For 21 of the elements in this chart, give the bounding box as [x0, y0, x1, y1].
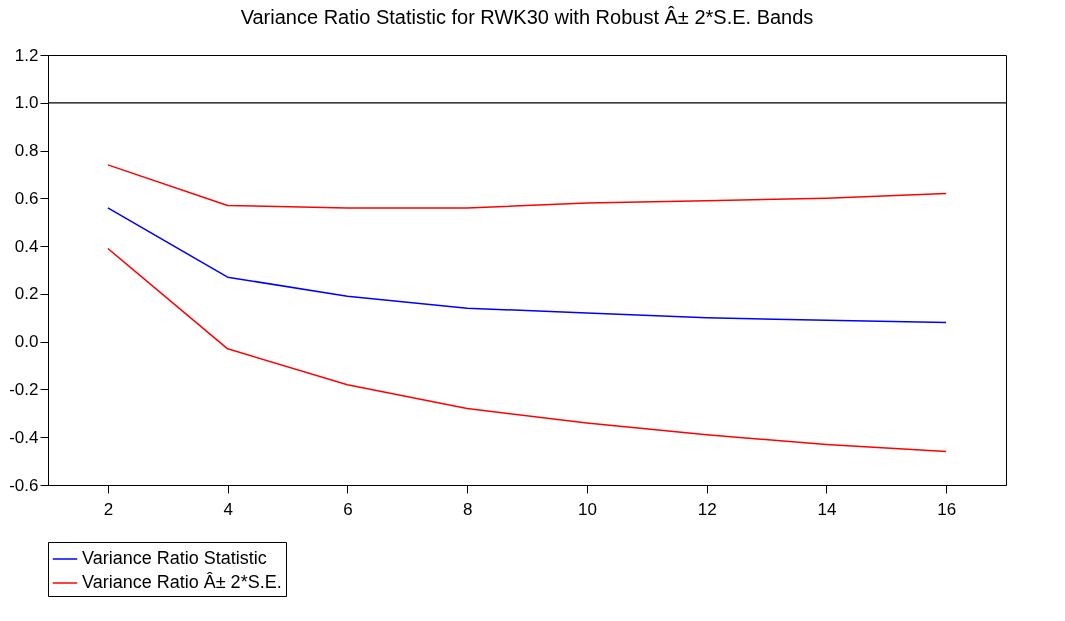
y-tick-label: 1.2	[14, 45, 39, 65]
y-tick-label: 0.0	[14, 332, 39, 352]
x-tick-label: 8	[462, 499, 473, 519]
y-tick-label: -0.6	[9, 475, 39, 495]
legend-label: Variance Ratio Statistic	[82, 548, 267, 568]
x-tick-label: 6	[343, 499, 353, 519]
x-tick-label: 16	[937, 499, 957, 519]
x-tick-label: 14	[817, 499, 837, 519]
y-tick-label: -0.2	[9, 379, 39, 399]
x-tick-label: 2	[103, 499, 114, 519]
x-tick-label: 12	[697, 499, 717, 519]
chart-title: Variance Ratio Statistic for RWK30 with Robust Â± 2*S.E. Bands	[240, 6, 814, 28]
y-tick-label: 0.4	[14, 236, 39, 256]
y-tick-label: 0.6	[14, 188, 39, 208]
x-tick-label: 10	[577, 499, 597, 519]
y-tick-label: 0.8	[14, 141, 39, 161]
y-tick-label: 0.2	[14, 284, 39, 304]
y-tick-label: 1.0	[14, 93, 39, 113]
y-tick-label: -0.4	[9, 427, 39, 447]
legend-label: Variance Ratio Â± 2*S.E.	[82, 572, 282, 592]
x-tick-label: 4	[223, 499, 233, 519]
